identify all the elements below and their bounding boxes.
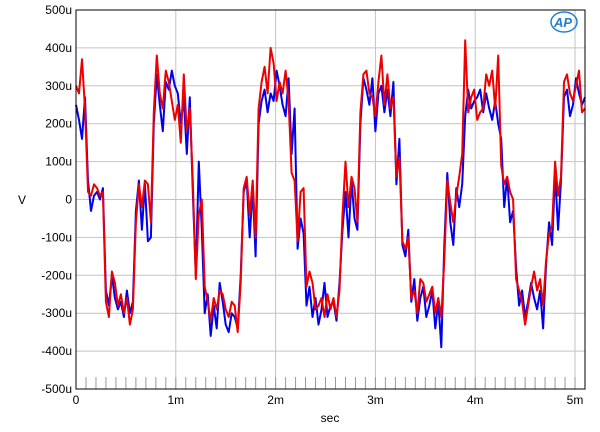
- y-tick-label: -400u: [41, 344, 72, 358]
- x-tick-labels: 0 1m 2m 3m 4m 5m: [73, 393, 584, 407]
- x-tick-label: 5m: [567, 393, 584, 407]
- y-tick-label: 400u: [45, 41, 72, 55]
- y-tick-label: 100u: [45, 155, 72, 169]
- y-axis-title: V: [18, 193, 26, 207]
- y-tick-label: 200u: [45, 117, 72, 131]
- x-tick-label: 2m: [267, 393, 284, 407]
- y-tick-labels: 500u 400u 300u 200u 100u 0 -100u -200u -300u -400…: [41, 3, 72, 396]
- y-tick-label: 300u: [45, 79, 72, 93]
- series-line-2: [75, 39, 586, 334]
- minor-ticks: [75, 377, 586, 389]
- x-tick-label: 0: [73, 393, 80, 407]
- y-tick-label: -500u: [41, 382, 72, 396]
- x-tick-label: 4m: [467, 393, 484, 407]
- y-tick-label: -100u: [41, 230, 72, 244]
- y-tick-label: 500u: [45, 3, 72, 17]
- y-tick-label: -200u: [41, 268, 72, 282]
- series-group: [75, 39, 586, 349]
- plot-frame: [75, 9, 586, 390]
- y-tick-label: 0: [65, 193, 72, 207]
- x-tick-label: 3m: [367, 393, 384, 407]
- ap-logo-ellipse: [550, 11, 578, 33]
- y-tick-label: -300u: [41, 306, 72, 320]
- x-tick-label: 1m: [167, 393, 184, 407]
- x-axis-title: sec: [321, 411, 340, 425]
- ap-logo: AP: [550, 11, 578, 33]
- ap-logo-text: AP: [553, 15, 572, 30]
